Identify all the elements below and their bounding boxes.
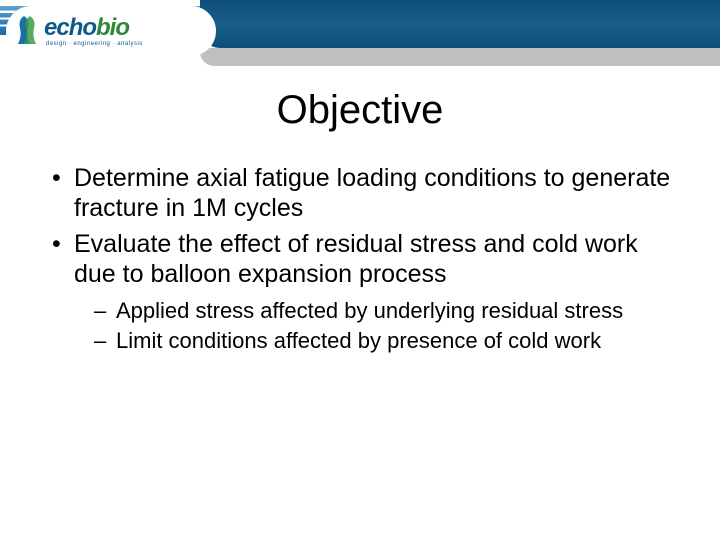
banner-dark-band — [200, 0, 720, 48]
logo: echobio design · engineering · analysis — [6, 6, 216, 56]
header-banner: echobio design · engineering · analysis — [0, 0, 720, 58]
logo-text: echobio design · engineering · analysis — [44, 16, 143, 47]
sub-bullet-item: Limit conditions affected by presence of… — [94, 327, 680, 355]
banner-curve — [200, 48, 720, 66]
logo-wave-icon — [16, 14, 42, 48]
bullet-list: Determine axial fatigue loading conditio… — [50, 163, 680, 354]
logo-tagline: design · engineering · analysis — [46, 41, 143, 47]
slide-content: Determine axial fatigue loading conditio… — [0, 163, 720, 354]
bullet-text: Determine axial fatigue loading conditio… — [74, 164, 670, 222]
bullet-item: Evaluate the effect of residual stress a… — [50, 229, 680, 354]
logo-bio-text: bio — [96, 14, 129, 41]
slide-title: Objective — [0, 88, 720, 133]
sub-bullet-item: Applied stress affected by underlying re… — [94, 297, 680, 325]
logo-echo-text: echo — [44, 14, 96, 41]
bullet-text: Evaluate the effect of residual stress a… — [74, 230, 638, 288]
bullet-item: Determine axial fatigue loading conditio… — [50, 163, 680, 223]
sub-bullet-list: Applied stress affected by underlying re… — [94, 297, 680, 354]
